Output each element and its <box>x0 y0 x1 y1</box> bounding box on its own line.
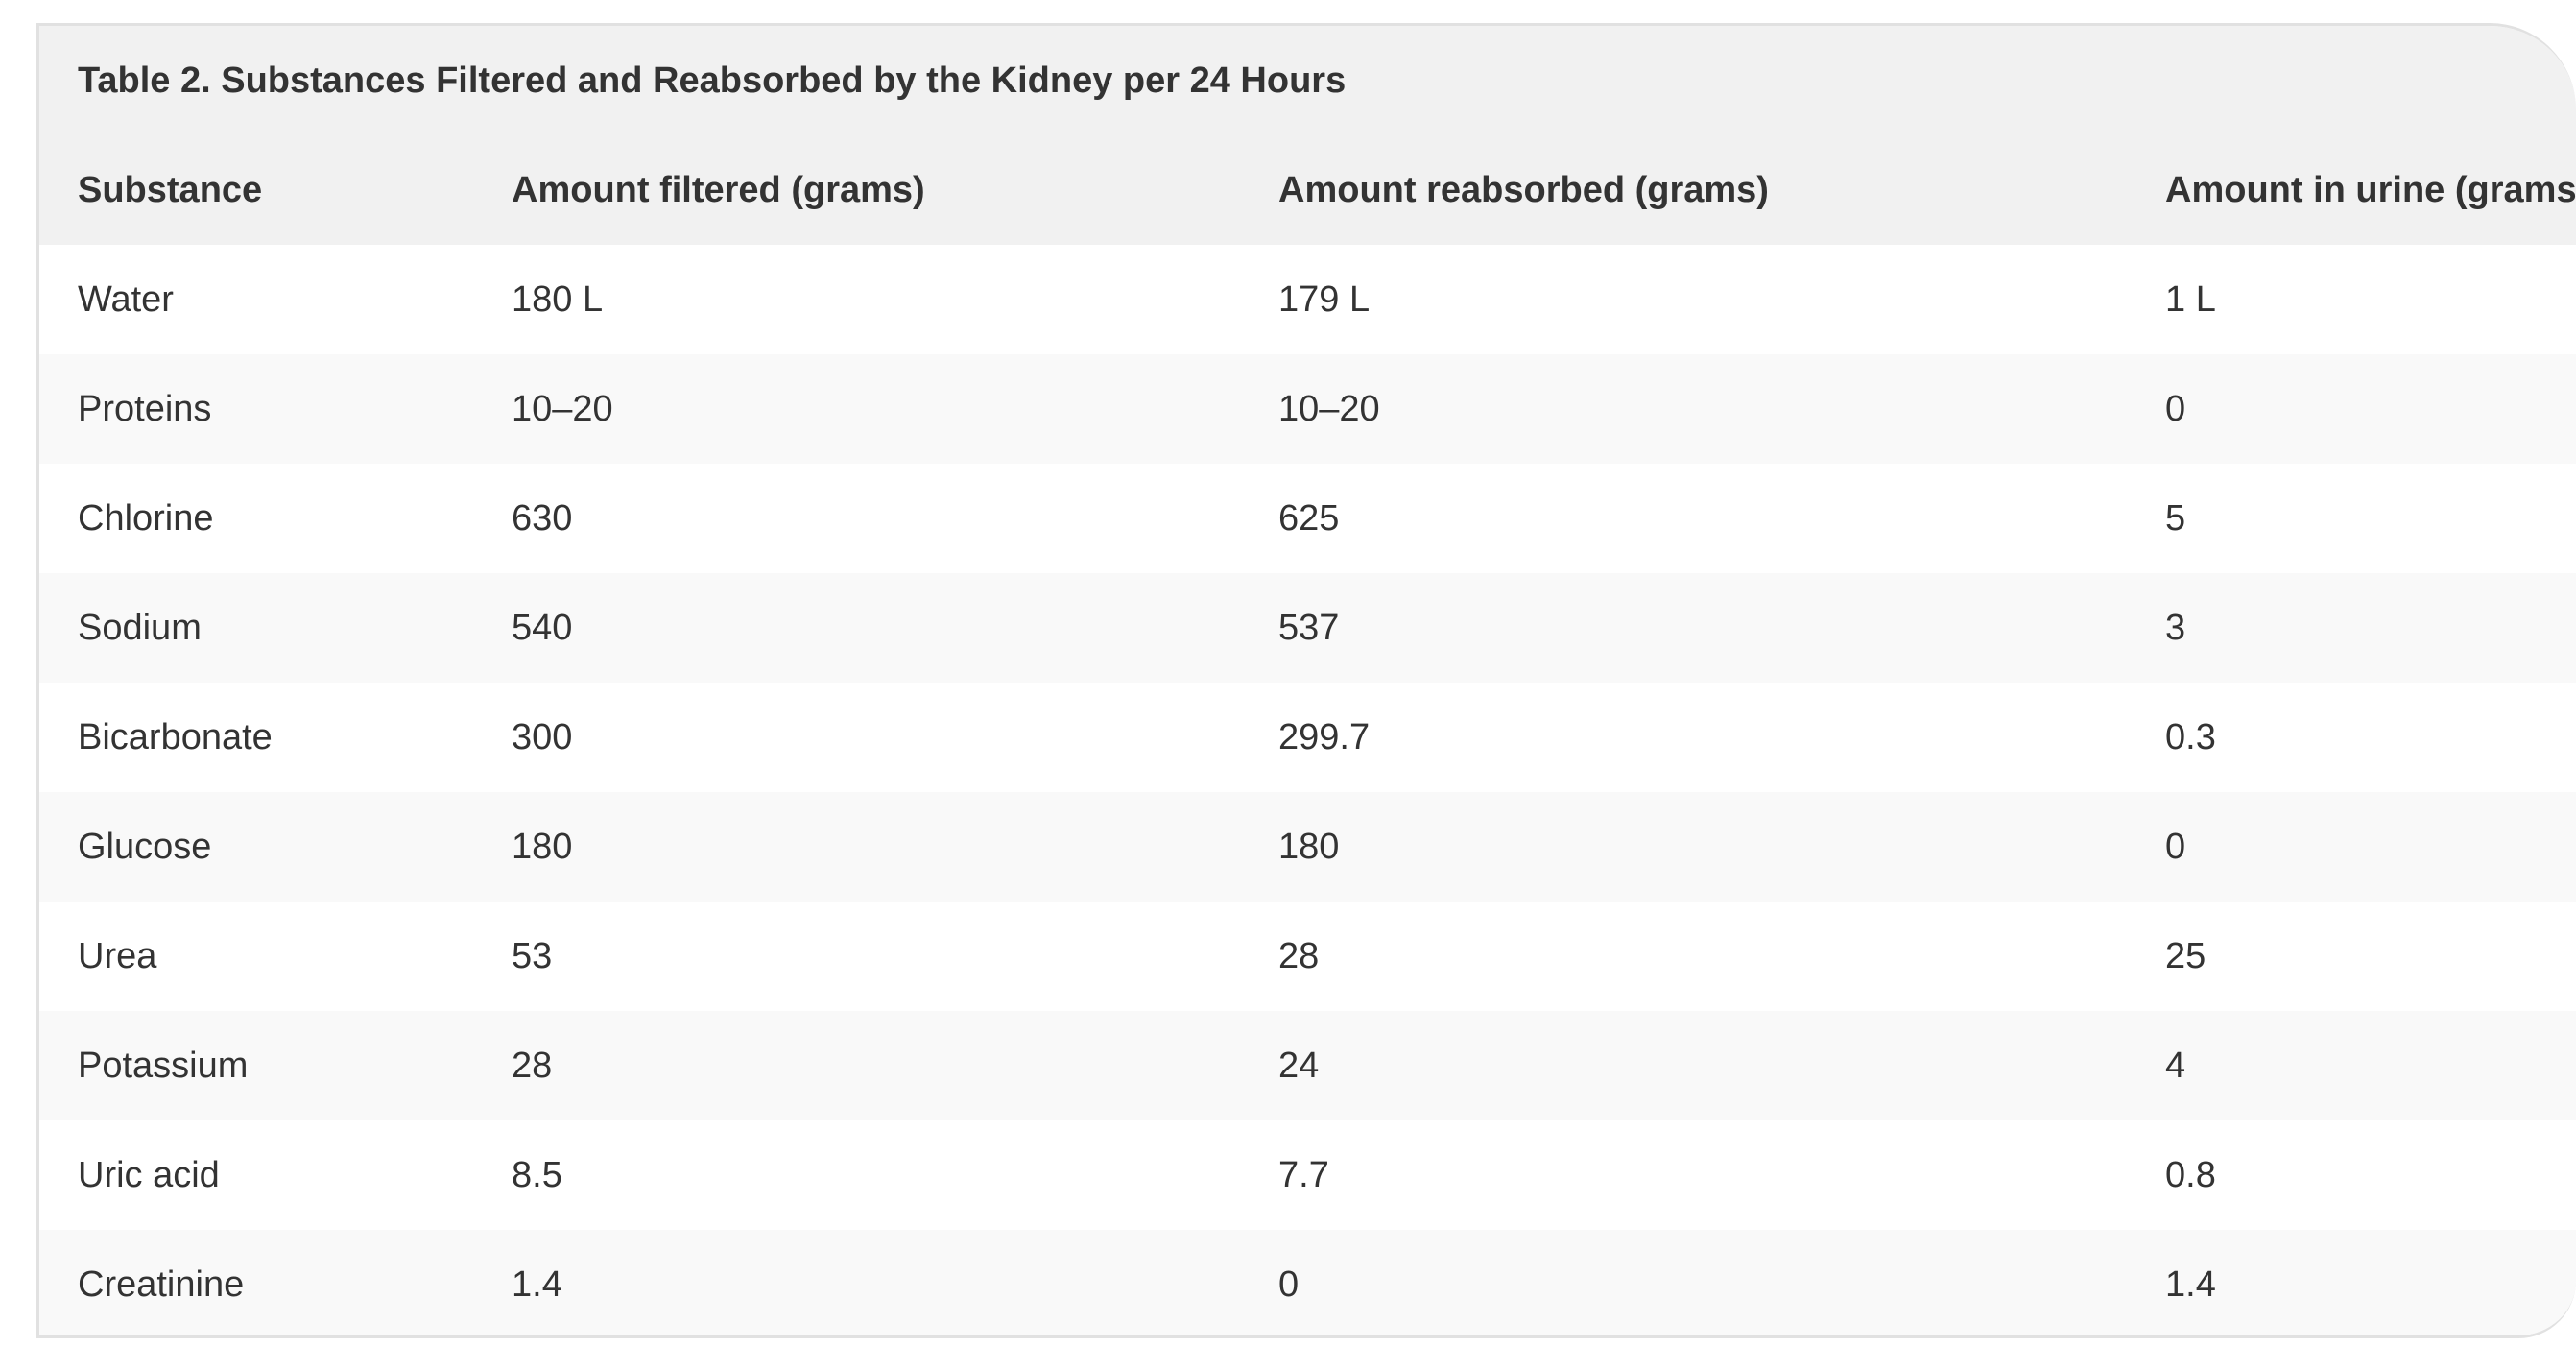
cell-amount-reabsorbed: 180 <box>1278 826 1340 867</box>
cell-amount-filtered: 630 <box>512 497 573 539</box>
table-caption: Table 2. Substances Filtered and Reabsor… <box>39 26 2576 136</box>
cell-amount-in-urine: 0 <box>2165 388 2186 429</box>
cell-amount-filtered: 180 <box>512 826 573 867</box>
cell-amount-filtered: 8.5 <box>512 1154 562 1195</box>
cell-amount-filtered: 1.4 <box>512 1263 562 1305</box>
cell-amount-filtered: 10–20 <box>512 388 613 429</box>
cell-amount-reabsorbed: 625 <box>1278 497 1340 539</box>
substances-table: Substance Amount filtered (grams) Amount… <box>39 136 2576 1335</box>
cell-substance: Creatinine <box>78 1263 245 1305</box>
cell-amount-in-urine: 3 <box>2165 607 2186 648</box>
cell-amount-in-urine: 0.8 <box>2165 1154 2216 1195</box>
table-row: Proteins 10–20 10–20 0 <box>39 354 2576 464</box>
table-row: Urea 53 28 25 <box>39 902 2576 1011</box>
cell-substance: Water <box>78 278 174 320</box>
cell-amount-in-urine: 4 <box>2165 1045 2186 1086</box>
cell-amount-filtered: 53 <box>512 935 553 976</box>
data-table-card: Table 2. Substances Filtered and Reabsor… <box>36 23 2576 1338</box>
cell-substance: Chlorine <box>78 497 214 539</box>
table-row: Creatinine 1.4 0 1.4 <box>39 1230 2576 1335</box>
table-row: Glucose 180 180 0 <box>39 792 2576 902</box>
column-header-amount-in-urine: Amount in urine (grams) <box>2165 170 2576 210</box>
cell-amount-reabsorbed: 28 <box>1278 935 1320 976</box>
cell-amount-in-urine: 25 <box>2165 935 2206 976</box>
cell-amount-reabsorbed: 10–20 <box>1278 388 1380 429</box>
cell-amount-filtered: 28 <box>512 1045 553 1086</box>
table-row: Sodium 540 537 3 <box>39 573 2576 683</box>
table-row: Chlorine 630 625 5 <box>39 464 2576 573</box>
cell-substance: Urea <box>78 935 157 976</box>
column-header-substance: Substance <box>78 170 263 210</box>
cell-amount-filtered: 300 <box>512 716 573 758</box>
cell-substance: Uric acid <box>78 1154 220 1195</box>
cell-substance: Potassium <box>78 1045 249 1086</box>
cell-amount-reabsorbed: 7.7 <box>1278 1154 1329 1195</box>
cell-amount-reabsorbed: 179 L <box>1278 278 1371 320</box>
cell-substance: Glucose <box>78 826 212 867</box>
cell-amount-in-urine: 1 L <box>2165 278 2216 320</box>
cell-substance: Proteins <box>78 388 212 429</box>
cell-substance: Sodium <box>78 607 202 648</box>
cell-amount-in-urine: 1.4 <box>2165 1263 2216 1305</box>
cell-amount-reabsorbed: 537 <box>1278 607 1340 648</box>
table-row: Potassium 28 24 4 <box>39 1011 2576 1120</box>
cell-amount-in-urine: 0 <box>2165 826 2186 867</box>
column-header-amount-filtered: Amount filtered (grams) <box>512 170 925 210</box>
cell-amount-reabsorbed: 24 <box>1278 1045 1320 1086</box>
column-header-amount-reabsorbed: Amount reabsorbed (grams) <box>1278 170 1769 210</box>
cell-amount-filtered: 540 <box>512 607 573 648</box>
cell-amount-filtered: 180 L <box>512 278 604 320</box>
table-row: Water 180 L 179 L 1 L <box>39 245 2576 354</box>
cell-amount-reabsorbed: 0 <box>1278 1263 1300 1305</box>
cell-amount-in-urine: 5 <box>2165 497 2186 539</box>
table-row: Uric acid 8.5 7.7 0.8 <box>39 1120 2576 1230</box>
cell-amount-in-urine: 0.3 <box>2165 716 2216 758</box>
table-header-row: Substance Amount filtered (grams) Amount… <box>39 136 2576 245</box>
cell-amount-reabsorbed: 299.7 <box>1278 716 1371 758</box>
table-row: Bicarbonate 300 299.7 0.3 <box>39 683 2576 792</box>
cell-substance: Bicarbonate <box>78 716 273 758</box>
